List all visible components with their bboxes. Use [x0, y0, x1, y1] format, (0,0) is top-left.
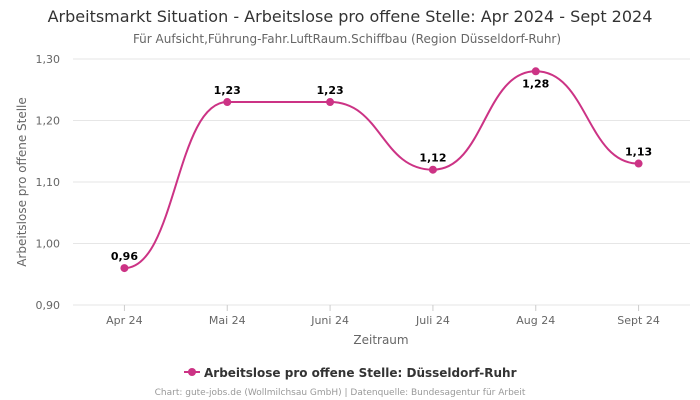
data-labels: 0,96 1,23 1,23 1,12 1,28 1,13 — [111, 77, 652, 263]
data-point[interactable] — [634, 159, 643, 168]
x-tick-label: Apr 24 — [106, 314, 143, 327]
chart-credits: Chart: gute-jobs.de (Wollmilchsau GmbH) … — [155, 388, 526, 398]
y-axis-ticks: 0,90 1,00 1,10 1,20 1,30 — [36, 53, 61, 312]
y-tick-label: 0,90 — [36, 299, 61, 312]
series-line — [124, 70, 639, 270]
data-label: 0,96 — [111, 250, 138, 263]
legend-dot-marker — [188, 368, 196, 376]
legend[interactable]: Arbeitslose pro offene Stelle: Düsseldor… — [184, 366, 517, 380]
y-tick-label: 1,30 — [36, 53, 61, 66]
grid — [73, 58, 690, 306]
data-label: 1,12 — [419, 152, 446, 165]
chart-subtitle: Für Aufsicht,Führung-Fahr.LuftRaum.Schif… — [133, 32, 561, 46]
y-tick-label: 1,10 — [36, 176, 61, 189]
y-tick-label: 1,00 — [36, 238, 61, 251]
data-point[interactable] — [120, 264, 129, 273]
x-tick-label: Mai 24 — [209, 314, 246, 327]
x-axis-ticks: Apr 24 Mai 24 Juni 24 Juli 24 Aug 24 Sept 24 — [106, 305, 660, 327]
x-tick-label: Sept 24 — [617, 314, 660, 327]
y-tick-label: 1,20 — [36, 115, 61, 128]
data-label: 1,23 — [214, 84, 241, 97]
x-axis-title: Zeitraum — [353, 333, 408, 347]
data-label: 1,13 — [625, 146, 652, 159]
data-point[interactable] — [531, 67, 540, 76]
data-label: 1,23 — [317, 84, 344, 97]
series — [120, 67, 643, 273]
legend-label: Arbeitslose pro offene Stelle: Düsseldor… — [204, 366, 517, 380]
x-tick-label: Juli 24 — [415, 314, 450, 327]
chart-title: Arbeitsmarkt Situation - Arbeitslose pro… — [48, 7, 653, 26]
x-tick-label: Aug 24 — [516, 314, 555, 327]
data-point[interactable] — [326, 98, 335, 107]
data-point[interactable] — [223, 98, 232, 107]
x-tick-label: Juni 24 — [310, 314, 349, 327]
data-label: 1,28 — [522, 77, 549, 90]
data-point[interactable] — [428, 165, 437, 174]
y-axis-title: Arbeitslose pro offene Stelle — [15, 97, 29, 267]
